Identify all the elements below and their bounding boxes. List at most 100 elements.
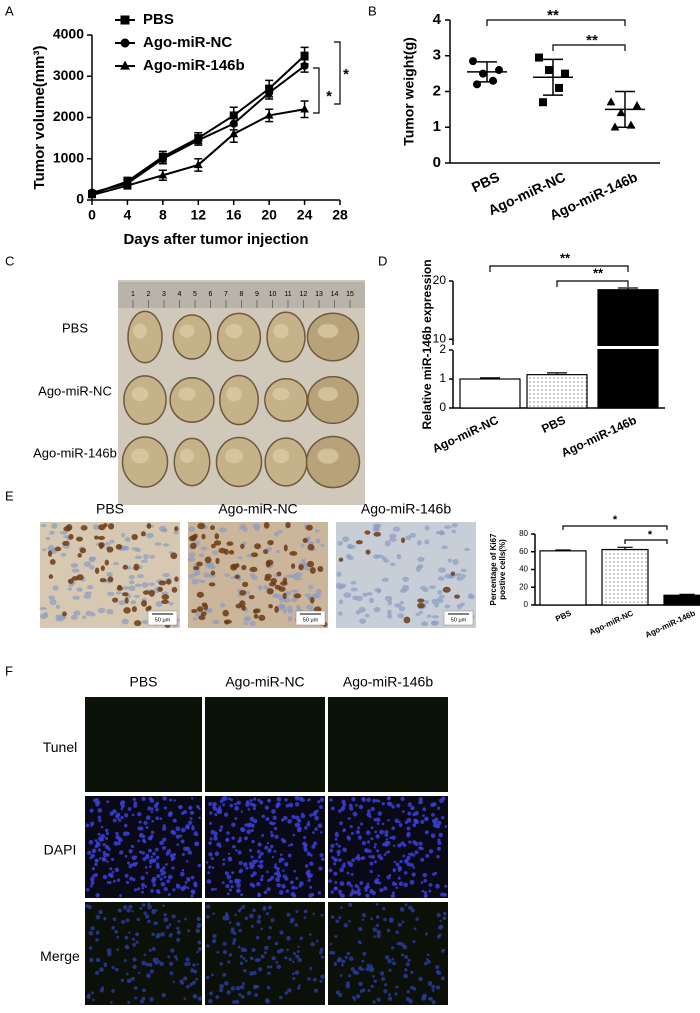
dapi-nucleus [423,893,428,898]
stained-nucleus [174,576,179,582]
dapi-nucleus [127,1000,131,1004]
nucleus [461,574,466,579]
nucleus [315,538,321,544]
dapi-nucleus [275,877,280,883]
legend-marker [120,60,130,70]
y-tick-label: 1 [433,118,441,135]
stained-nucleus [285,522,291,529]
stained-nucleus [196,591,205,598]
dapi-nucleus [105,836,109,840]
dapi-nucleus [145,815,151,821]
dapi-nucleus [109,867,113,871]
dapi-nucleus [338,892,342,896]
dapi-nucleus [257,958,261,962]
dapi-nucleus [245,959,248,963]
marker [535,53,543,62]
dapi-nucleus [329,848,334,853]
marker [545,66,553,75]
dapi-nucleus [115,831,119,836]
dapi-nucleus [368,964,373,970]
nucleus [73,610,81,616]
dapi-nucleus [435,883,440,889]
bar [539,550,587,606]
nucleus [417,556,425,562]
dapi-nucleus [391,826,396,831]
dapi-nucleus [370,917,374,921]
dapi-nucleus [317,800,321,804]
dapi-nucleus [375,903,379,906]
stained-nucleus [124,597,129,604]
dapi-nucleus [243,969,247,973]
dapi-nucleus [177,919,181,923]
dapi-nucleus [210,856,214,861]
dapi-nucleus [137,811,142,817]
dapi-nucleus [180,981,184,985]
dapi-nucleus [291,960,295,964]
stained-nucleus [166,578,172,585]
dapi-nucleus [382,842,386,847]
dapi-nucleus [426,959,431,964]
dapi-nucleus [95,957,101,963]
dapi-nucleus [102,857,107,862]
dapi-nucleus [271,955,276,961]
marker [158,154,167,163]
dapi-nucleus [222,950,227,955]
dapi-nucleus [413,818,418,823]
dapi-nucleus [435,985,441,990]
dapi-nucleus [284,956,288,960]
dapi-nucleus [311,844,316,849]
dapi-nucleus [387,958,392,964]
dapi-nucleus [145,962,150,967]
dapi-nucleus [260,954,265,959]
dapi-nucleus [249,882,254,887]
dapi-nucleus [257,892,261,897]
dapi-nucleus [259,877,264,882]
dapi-nucleus [150,830,155,835]
dapi-nucleus [135,940,139,944]
nucleus [275,549,281,554]
panel-label: A [5,3,14,18]
dapi-nucleus [436,846,441,851]
nucleus [55,618,64,622]
nucleus [242,541,247,546]
dapi-nucleus [132,957,137,962]
dapi-nucleus [346,881,352,886]
dapi-nucleus [383,917,387,922]
dapi-nucleus [329,798,333,802]
stained-nucleus [239,589,247,596]
dapi-nucleus [185,824,190,830]
stained-nucleus [210,525,215,531]
tumor-shade [272,387,290,401]
dapi-nucleus [371,855,375,859]
dapi-nucleus [218,988,224,993]
dapi-nucleus [260,927,264,931]
dapi-nucleus [144,854,150,860]
nucleus [187,556,196,562]
dapi-nucleus [314,815,320,821]
error-bar [618,287,638,290]
marker [616,108,626,117]
nucleus [343,592,352,598]
dapi-nucleus [357,891,362,896]
dapi-nucleus [294,802,300,807]
dapi-nucleus [187,929,191,933]
dapi-nucleus [148,948,152,952]
dapi-nucleus [185,957,190,962]
dapi-nucleus [206,914,210,919]
dapi-nucleus [168,961,174,966]
dapi-nucleus [238,992,242,996]
stained-nucleus [62,540,70,546]
nucleus [416,540,422,546]
nucleus [257,585,263,591]
marker [469,57,477,66]
dapi-nucleus [366,812,372,817]
nucleus [346,543,353,550]
dapi-nucleus [358,926,363,932]
dapi-nucleus [303,916,307,919]
dapi-nucleus [344,955,348,959]
dapi-nucleus [381,976,386,982]
dapi-nucleus [273,826,278,831]
dapi-nucleus [373,845,377,849]
dapi-nucleus [145,914,150,919]
nucleus [402,576,410,582]
